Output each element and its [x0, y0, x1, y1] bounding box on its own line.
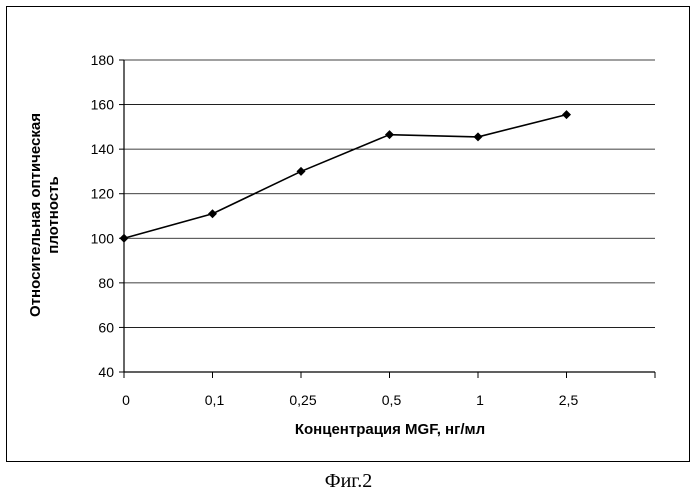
x-tick-label: 2,5	[559, 392, 579, 408]
grid-layer	[124, 60, 655, 327]
figure-caption: Фиг.2	[0, 470, 697, 493]
y-tick-label: 140	[91, 141, 115, 157]
x-tick-label: 0	[122, 392, 130, 408]
y-tick-label: 180	[91, 52, 115, 68]
data-point	[297, 167, 306, 176]
y-axis-title-line-1: Относительная оптическая	[27, 113, 44, 317]
x-tick-label: 1	[476, 392, 484, 408]
axis-layer	[119, 60, 655, 378]
y-tick-label: 120	[91, 186, 115, 202]
y-tick-label: 160	[91, 97, 115, 113]
label-layer: Концентрация MGF, нг/мл Относительная оп…	[27, 52, 578, 438]
y-tick-label: 40	[98, 364, 114, 380]
data-point	[474, 132, 483, 141]
x-tick-label: 0,25	[289, 392, 316, 408]
y-tick-label: 100	[91, 230, 115, 246]
data-point	[208, 209, 217, 218]
y-tick-label: 60	[98, 319, 114, 335]
x-tick-label: 0,5	[382, 392, 402, 408]
x-tick-label: 0,1	[205, 392, 225, 408]
line-chart: Концентрация MGF, нг/мл Относительная оп…	[0, 0, 697, 465]
data-point	[120, 234, 129, 243]
data-point	[562, 110, 571, 119]
series-line	[124, 115, 567, 239]
data-point	[385, 130, 394, 139]
y-tick-label: 80	[98, 275, 114, 291]
series-layer	[120, 110, 572, 243]
x-axis-title: Концентрация MGF, нг/мл	[295, 421, 485, 438]
y-axis-title-line-2: плотность	[45, 176, 62, 253]
